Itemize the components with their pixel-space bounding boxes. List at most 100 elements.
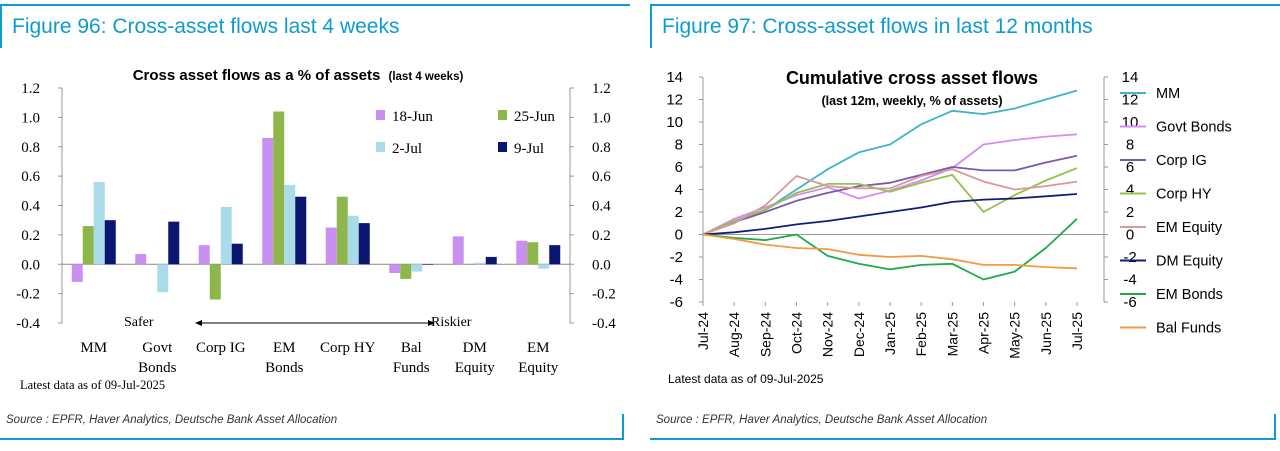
legend-label-9-Jul: 9-Jul	[514, 141, 544, 157]
bar-9-Jul-1	[168, 221, 180, 265]
line-legend-label-EM Bonds: EM Bonds	[1156, 287, 1223, 303]
line-ytick-label-right: 2	[1126, 204, 1134, 221]
line-xtick-label: Aug-24	[726, 312, 742, 357]
bar-9-Jul-7	[549, 245, 561, 265]
bar-25-Jun-6	[463, 264, 475, 265]
bar-ytick-label-left: 1.2	[21, 81, 40, 97]
figure-96-bottom-rule	[0, 438, 624, 440]
bar-25-Jun-2	[209, 264, 221, 300]
bar-18-Jun-0	[71, 264, 83, 282]
bar-chart: Cross asset flows as a % of assets (last…	[16, 67, 616, 392]
bar-ytick-label-left: 0.2	[21, 228, 40, 244]
line-chart: Cumulative cross asset flows (last 12m, …	[666, 68, 1232, 386]
legend-swatch-2-Jul	[376, 142, 385, 152]
figure-97-source: Source : EPFR, Haver Analytics, Deutsche…	[656, 414, 988, 426]
bar-2-Jul-1	[157, 264, 169, 293]
bar-ytick-label-right: 1.0	[592, 110, 611, 126]
bar-ytick-label-right: -0.4	[592, 316, 616, 332]
line-ytick-label-left: 0	[675, 227, 683, 244]
line-footnote: Latest data as of 09-Jul-2025	[668, 372, 824, 386]
safer-label: Safer	[124, 315, 154, 330]
bar-25-Jun-5	[400, 264, 412, 279]
riskier-label: Riskier	[431, 315, 472, 330]
arrow-left-head	[195, 320, 202, 326]
line-xtick-label: Sep-24	[757, 312, 773, 357]
line-series-DM Equity	[702, 193, 1078, 236]
bar-ytick-label-right: 0.6	[592, 169, 611, 185]
bar-18-Jun-2	[198, 245, 210, 265]
line-legend-label-MM: MM	[1156, 86, 1180, 102]
bar-ytick-label-right: 0.4	[592, 199, 611, 215]
bar-chart-title: Cross asset flows as a % of assets (last…	[133, 67, 464, 84]
line-xtick-label: Apr-25	[976, 312, 992, 354]
line-ytick-label-right: 0	[1126, 227, 1134, 244]
bar-25-Jun-3	[273, 111, 285, 265]
line-legend-label-Corp IG: Corp IG	[1156, 153, 1207, 169]
line-series-Corp HY	[702, 167, 1078, 236]
bar-2-Jul-3	[284, 184, 296, 265]
bar-25-Jun-4	[336, 196, 348, 265]
line-xtick-label: Mar-25	[944, 312, 960, 357]
arrow-right-head	[428, 320, 435, 326]
line-xtick-label: Jul-24	[695, 312, 711, 350]
line-series-Govt Bonds	[702, 133, 1078, 236]
bar-ytick-label-left: 1.0	[21, 110, 40, 126]
bar-9-Jul-3	[295, 196, 307, 265]
bar-25-Jun-0	[82, 226, 94, 265]
line-ytick-label-right: -2	[1123, 249, 1136, 266]
legend-label-25-Jun: 25-Jun	[514, 109, 555, 125]
bar-25-Jun-7	[527, 242, 539, 265]
bar-ytick-label-right: 0.8	[592, 140, 611, 156]
bar-9-Jul-0	[104, 220, 116, 265]
line-legend-label-Bal Funds: Bal Funds	[1156, 321, 1221, 337]
bar-category-label: Govt Bonds	[138, 340, 177, 376]
line-xtick-label: Nov-24	[820, 312, 836, 357]
bar-9-Jul-4	[358, 223, 370, 265]
bar-ytick-label-left: 0.0	[21, 257, 40, 273]
bar-18-Jun-7	[516, 240, 528, 265]
line-ytick-label-left: 12	[666, 92, 683, 109]
bar-ytick-label-right: 1.2	[592, 81, 611, 97]
line-series-EM Bonds	[702, 218, 1078, 281]
line-xtick-label: Jul-25	[1069, 312, 1085, 350]
bar-ytick-label-right: 0.0	[592, 257, 611, 273]
line-xtick-label: Feb-25	[913, 312, 929, 357]
line-ytick-label-left: 6	[675, 159, 683, 176]
bar-ytick-label-left: 0.4	[21, 199, 40, 215]
line-series-Corp IG	[702, 154, 1078, 236]
line-ytick-label-left: -2	[670, 249, 683, 266]
line-ytick-label-right: 14	[1122, 69, 1139, 86]
line-xtick-label: May-25	[1007, 312, 1023, 359]
legend-swatch-18-Jun	[376, 110, 385, 120]
bar-ytick-label-right: 0.2	[592, 228, 611, 244]
bar-ytick-label-left: 0.6	[21, 169, 40, 185]
line-legend-label-Govt Bonds: Govt Bonds	[1156, 120, 1232, 136]
line-series-EM Equity	[702, 168, 1078, 236]
line-xtick-label: Dec-24	[851, 312, 867, 357]
figure-97-panel: Figure 97: Cross-asset flows in last 12 …	[650, 0, 1280, 451]
bar-18-Jun-5	[389, 264, 401, 274]
line-ytick-label-right: -4	[1123, 272, 1136, 289]
bar-9-Jul-2	[231, 243, 243, 265]
bar-ytick-label-right: -0.2	[592, 287, 616, 303]
line-ytick-label-left: 10	[666, 114, 683, 131]
line-ytick-label-left: 8	[675, 137, 683, 154]
figure-96-source: Source : EPFR, Haver Analytics, Deutsche…	[6, 414, 338, 426]
bar-2-Jul-0	[93, 182, 105, 265]
line-chart-subtitle: (last 12m, weekly, % of assets)	[821, 94, 1002, 108]
line-ytick-label-left: -6	[670, 294, 683, 311]
bar-category-label: EM Equity	[518, 340, 558, 376]
line-ytick-label-left: 14	[666, 69, 683, 86]
bar-category-label: Corp IG	[196, 340, 246, 356]
figure-96-title: Figure 96: Cross-asset flows last 4 week…	[0, 4, 630, 48]
bar-ytick-label-left: -0.2	[16, 287, 40, 303]
line-legend-label-DM Equity: DM Equity	[1156, 254, 1224, 270]
bar-18-Jun-1	[135, 253, 147, 265]
figure-96-bottom-tick	[622, 414, 624, 440]
figure-97-bottom-rule	[650, 438, 1276, 440]
bar-25-Jun-1	[146, 264, 158, 265]
bar-category-label: MM	[80, 340, 107, 356]
bar-18-Jun-6	[452, 236, 464, 265]
line-series-Bal Funds	[702, 233, 1078, 270]
line-ytick-label-left: 4	[675, 182, 683, 199]
